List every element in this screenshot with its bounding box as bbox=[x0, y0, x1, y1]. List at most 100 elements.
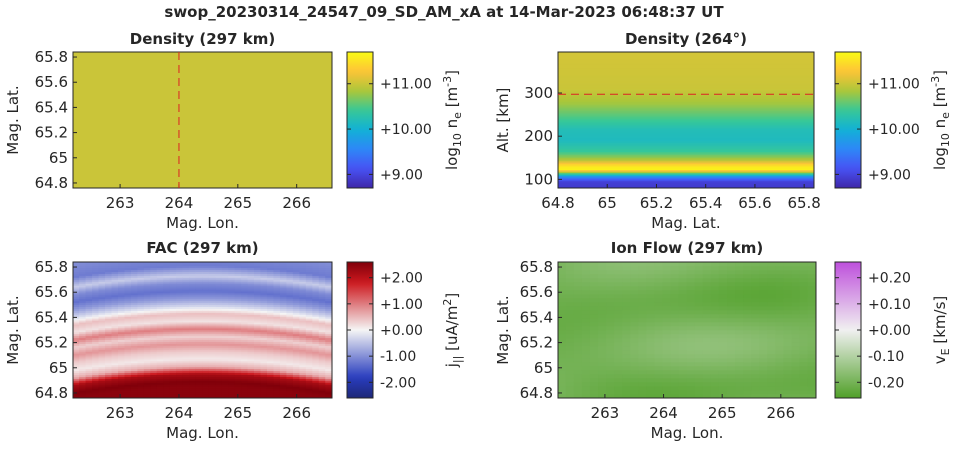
heatmap-cell bbox=[286, 279, 294, 282]
heatmap-cell bbox=[247, 265, 255, 269]
heatmap-cell bbox=[654, 289, 664, 295]
heatmap-cell bbox=[279, 269, 287, 273]
heatmap-cell bbox=[743, 393, 752, 398]
heatmap-cell bbox=[581, 381, 591, 387]
heatmap-cell bbox=[221, 300, 229, 304]
heatmap-cell bbox=[156, 294, 164, 298]
heatmap-cell bbox=[558, 357, 567, 363]
heatmap-cell bbox=[312, 382, 320, 385]
heatmap-cell bbox=[727, 337, 736, 343]
heatmap-cell bbox=[273, 354, 281, 358]
heatmap-cell bbox=[558, 183, 814, 186]
heatmap-cell bbox=[767, 389, 776, 395]
heatmap-cell bbox=[558, 86, 814, 89]
heatmap-cell bbox=[73, 370, 80, 374]
heatmap-cell bbox=[215, 308, 223, 311]
heatmap-cell bbox=[767, 289, 776, 295]
heatmap-cell bbox=[735, 385, 744, 391]
heatmap-cell bbox=[694, 377, 704, 383]
heatmap-cell bbox=[710, 269, 720, 275]
heatmap-cell bbox=[279, 353, 287, 356]
heatmap-cell bbox=[169, 308, 177, 311]
heatmap-cell bbox=[799, 293, 809, 299]
heatmap-cell bbox=[312, 378, 320, 381]
heatmap-cell bbox=[727, 313, 736, 319]
heatmap-cell bbox=[208, 281, 216, 284]
heatmap-cell bbox=[163, 333, 171, 337]
heatmap-cell bbox=[735, 369, 744, 375]
heatmap-cell bbox=[118, 273, 126, 276]
heatmap-cell bbox=[202, 387, 210, 391]
heatmap-cell bbox=[234, 353, 242, 356]
heatmap-cell bbox=[273, 283, 281, 286]
heatmap-cell bbox=[228, 292, 236, 296]
heatmap-cell bbox=[208, 267, 216, 271]
heatmap-cell bbox=[292, 335, 300, 339]
heatmap-cell bbox=[111, 382, 119, 385]
heatmap-cell bbox=[299, 364, 307, 368]
heatmap-cell bbox=[143, 281, 151, 284]
heatmap-cell bbox=[208, 366, 216, 370]
heatmap-cell bbox=[630, 349, 639, 355]
heatmap-cell bbox=[799, 385, 809, 391]
heatmap-cell bbox=[169, 294, 177, 298]
heatmap-cell bbox=[247, 386, 255, 389]
heatmap-cell bbox=[98, 368, 106, 372]
heatmap-cell bbox=[558, 84, 814, 88]
heatmap-cell bbox=[558, 317, 567, 323]
heatmap-cell bbox=[176, 360, 184, 364]
heatmap-cell bbox=[202, 288, 210, 292]
heatmap-cell bbox=[299, 306, 307, 309]
heatmap-cell bbox=[92, 273, 100, 276]
heatmap-cell bbox=[111, 312, 119, 315]
heatmap-cell bbox=[221, 354, 229, 358]
heatmap-cell bbox=[150, 318, 158, 321]
heatmap-cell bbox=[266, 294, 275, 298]
heatmap-cell bbox=[743, 389, 752, 395]
heatmap-cell bbox=[589, 365, 599, 371]
heatmap-cell bbox=[299, 310, 307, 313]
heatmap-cell bbox=[124, 368, 132, 372]
heatmap-cell bbox=[176, 294, 184, 298]
heatmap-cell bbox=[98, 304, 106, 307]
heatmap-cell bbox=[318, 393, 326, 397]
heatmap-cell bbox=[318, 302, 326, 306]
heatmap-cell bbox=[312, 265, 320, 269]
heatmap-cell bbox=[130, 300, 139, 304]
heatmap-cell bbox=[228, 368, 236, 372]
heatmap-cell bbox=[92, 292, 100, 296]
heatmap-cell bbox=[143, 304, 151, 307]
heatmap-cell bbox=[573, 385, 583, 391]
heatmap-cell bbox=[92, 319, 100, 323]
heatmap-cell bbox=[565, 389, 575, 395]
heatmap-cell bbox=[150, 362, 158, 366]
heatmap-cell bbox=[73, 323, 80, 327]
heatmap-cell bbox=[325, 389, 332, 393]
heatmap-cell bbox=[254, 389, 262, 393]
heatmap-cell bbox=[241, 308, 249, 311]
heatmap-cell bbox=[137, 339, 145, 342]
heatmap-cell bbox=[85, 285, 93, 288]
heatmap-cell bbox=[638, 325, 647, 331]
heatmap-cell bbox=[182, 312, 190, 315]
heatmap-cell bbox=[573, 265, 583, 271]
heatmap-cell bbox=[150, 314, 158, 317]
heatmap-cell bbox=[85, 366, 93, 370]
heatmap-cell bbox=[85, 310, 93, 313]
heatmap-cell bbox=[85, 325, 93, 329]
heatmap-cell bbox=[228, 370, 236, 374]
heatmap-cell bbox=[130, 360, 139, 364]
heatmap-cell bbox=[292, 387, 300, 391]
heatmap-cell bbox=[182, 296, 190, 300]
heatmap-cell bbox=[241, 395, 249, 398]
heatmap-cell bbox=[208, 271, 216, 274]
heatmap-cell bbox=[775, 337, 785, 343]
heatmap-cell bbox=[312, 331, 320, 335]
heatmap-cell bbox=[189, 341, 197, 344]
heatmap-cell bbox=[189, 351, 197, 354]
heatmap-cell bbox=[247, 351, 255, 354]
heatmap-cell bbox=[234, 358, 242, 362]
heatmap-cell bbox=[299, 370, 307, 374]
heatmap-cell bbox=[130, 323, 139, 327]
heatmap-cell bbox=[589, 349, 599, 355]
